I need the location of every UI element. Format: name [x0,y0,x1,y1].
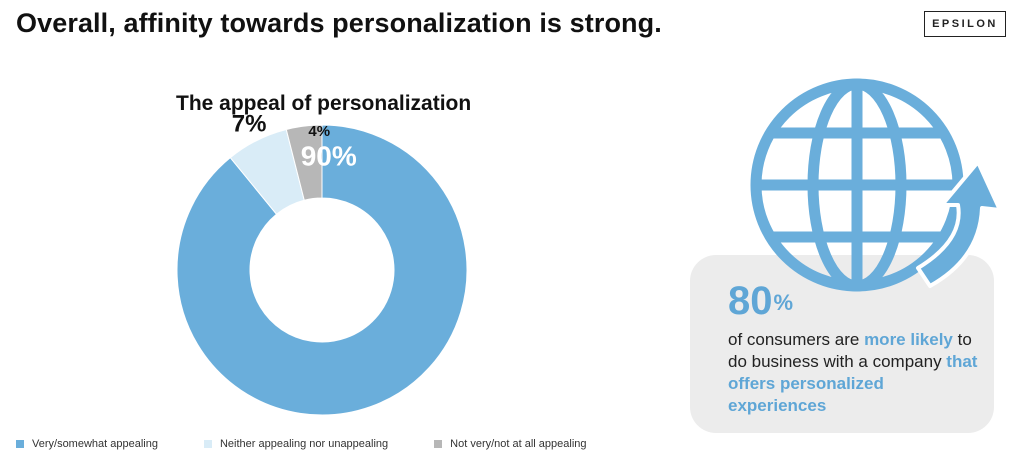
stat-description: of consumers are more likely to do busin… [728,329,978,417]
slice-appealing [176,124,468,416]
legend-label: Very/somewhat appealing [32,438,158,450]
stat-unit: % [773,290,794,315]
stat-value: 80% [728,281,994,321]
page-headline: Overall, affinity towards personalizatio… [16,8,662,38]
chart-legend: Very/somewhat appealing Neither appealin… [16,438,633,450]
data-label-neither: 7% [232,111,267,138]
stat-number: 80 [728,279,773,323]
stat-text-part: of consumers are [728,330,865,349]
legend-label: Not very/not at all appealing [450,438,587,450]
stat-highlight: more likely [864,330,953,349]
legend-swatch-not-appealing [434,440,443,448]
stat-highlight: that offers personalized experiences [728,352,978,415]
slice-not-appealing [285,124,323,201]
stat-text-part: to do business with a company [728,330,972,371]
epsilon-logo: EPSILON [924,11,1006,37]
data-label-not-appealing: 4% [308,123,330,140]
legend-swatch-neither [203,440,212,448]
legend-item: Not very/not at all appealing [434,438,587,450]
chart-title: The appeal of personalization [176,92,472,115]
legend-item: Neither appealing nor unappealing [203,438,389,450]
data-label-appealing: 90% [301,141,357,172]
legend-item: Very/somewhat appealing [16,438,158,450]
legend-swatch-appealing [16,440,24,448]
legend-label: Neither appealing nor unappealing [219,438,389,450]
